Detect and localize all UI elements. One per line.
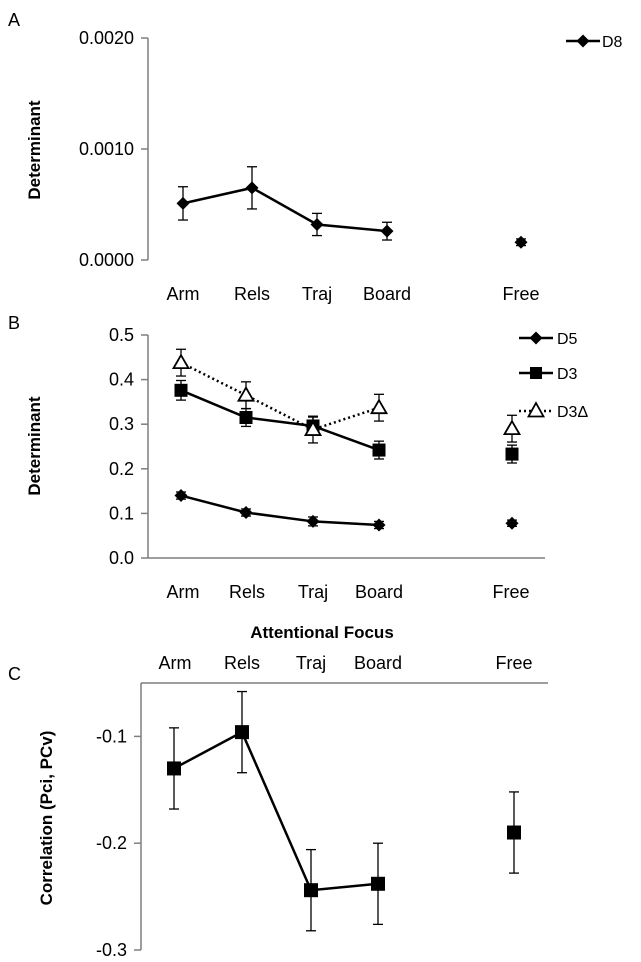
point-d8: [176, 196, 190, 210]
point-d8: [380, 224, 394, 238]
series-line-d3-delta: [180, 361, 380, 431]
point-d8: [310, 217, 324, 231]
panel-c-x-tick-label: Traj: [296, 653, 326, 673]
panel-label-b: B: [8, 313, 20, 333]
panel-b-x-axis-label: Attentional Focus: [250, 623, 394, 642]
point-d3-delta: [369, 398, 389, 415]
panel-a-y-tick-label: 0.0000: [79, 250, 134, 270]
panel-a-y-tick-label: 0.0020: [79, 28, 134, 48]
series-line-d3: [180, 389, 380, 452]
point-d3: [239, 411, 253, 425]
point-series-0: [507, 825, 521, 840]
panel-b-x-tick-label: Arm: [167, 582, 200, 602]
panel-a-y-tick-label: 0.0010: [79, 139, 134, 159]
point-d5: [505, 516, 519, 530]
point-series-0: [371, 876, 385, 891]
legend-label-d3: D3: [557, 366, 578, 383]
point-d3-delta: [502, 419, 522, 436]
panel-a-marks: [176, 166, 528, 249]
point-d5: [239, 506, 253, 520]
y-tick-label: -0.1: [96, 726, 127, 746]
panel-b-y-axis-label: Determinant: [25, 396, 44, 496]
point-series-0: [235, 725, 249, 740]
panel-c-x-tick-label: Free: [495, 653, 532, 673]
point-d3-delta: [236, 385, 256, 402]
panel-label-c: C: [8, 664, 21, 684]
panel-b-legend: D5 D3 D3Δ: [519, 331, 588, 421]
panel-b-x-tick-label: Board: [355, 582, 403, 602]
y-tick-label: 0.3: [109, 414, 134, 434]
panel-c-y-ticks: -0.1 -0.2 -0.3: [96, 726, 141, 960]
panel-c-x-tick-label: Rels: [224, 653, 260, 673]
legend-label-d5: D5: [557, 331, 578, 348]
panel-a-y-axis-label: Determinant: [25, 100, 44, 200]
legend-marker-d3: [530, 367, 542, 379]
point-d3-delta: [171, 353, 191, 370]
series-line-d8: [182, 186, 388, 233]
legend-marker-d3-delta: [526, 401, 546, 418]
panel-label-a: A: [8, 10, 20, 30]
y-tick-label: 0.1: [109, 503, 134, 523]
legend-marker-d8: [576, 34, 590, 48]
point-d3-delta: [303, 420, 323, 436]
point-d5: [174, 489, 188, 503]
series-line-d5: [180, 494, 380, 527]
panel-b: B Determinant 0.0 0.1 0.2 0.3 0.4 0.5 Arm Rel…: [8, 313, 588, 642]
point-d8: [514, 235, 528, 249]
y-tick-label: -0.3: [96, 940, 127, 960]
legend-label-d8: D8: [602, 34, 623, 51]
panel-b-y-ticks: 0.0 0.1 0.2 0.3 0.4 0.5: [109, 325, 148, 568]
panel-b-marks: [171, 348, 522, 532]
panel-a-x-tick-label: Traj: [302, 284, 332, 304]
point-d8: [245, 181, 259, 195]
panel-a-legend: D8: [566, 34, 623, 51]
panel-a-x-tick-label: Arm: [167, 284, 200, 304]
panel-a-x-tick-label: Board: [363, 284, 411, 304]
series-line-series-0: [173, 730, 379, 892]
y-tick-label: 0.5: [109, 325, 134, 345]
point-d3: [505, 447, 519, 461]
panel-c-x-tick-label: Arm: [159, 653, 192, 673]
panel-a-x-tick-label: Rels: [234, 284, 270, 304]
y-tick-label: 0.0: [109, 548, 134, 568]
y-tick-label: 0.4: [109, 370, 134, 390]
point-series-0: [304, 883, 318, 898]
panel-b-x-tick-label: Rels: [229, 582, 265, 602]
panel-c-marks: [167, 690, 521, 932]
point-series-0: [167, 761, 181, 776]
legend-label-d3-delta: D3Δ: [557, 404, 588, 421]
y-tick-label: -0.2: [96, 833, 127, 853]
panel-b-x-tick-label: Traj: [298, 582, 328, 602]
panel-b-x-tick-label: Free: [492, 582, 529, 602]
point-d5: [306, 514, 320, 528]
point-d3: [372, 443, 386, 457]
panel-c-x-tick-label: Board: [354, 653, 402, 673]
panel-a: A Determinant 0.0020 0.0010 0.0000 Arm R…: [8, 10, 623, 304]
y-tick-label: 0.2: [109, 459, 134, 479]
point-d3: [174, 383, 188, 397]
point-d5: [372, 518, 386, 532]
panel-c-y-axis-label: Correlation (Pci, PCv): [37, 731, 56, 906]
legend-marker-d5: [529, 331, 543, 345]
panel-a-x-tick-label: Free: [502, 284, 539, 304]
panel-c: C Arm Rels Traj Board Free Correlation (…: [8, 653, 548, 960]
